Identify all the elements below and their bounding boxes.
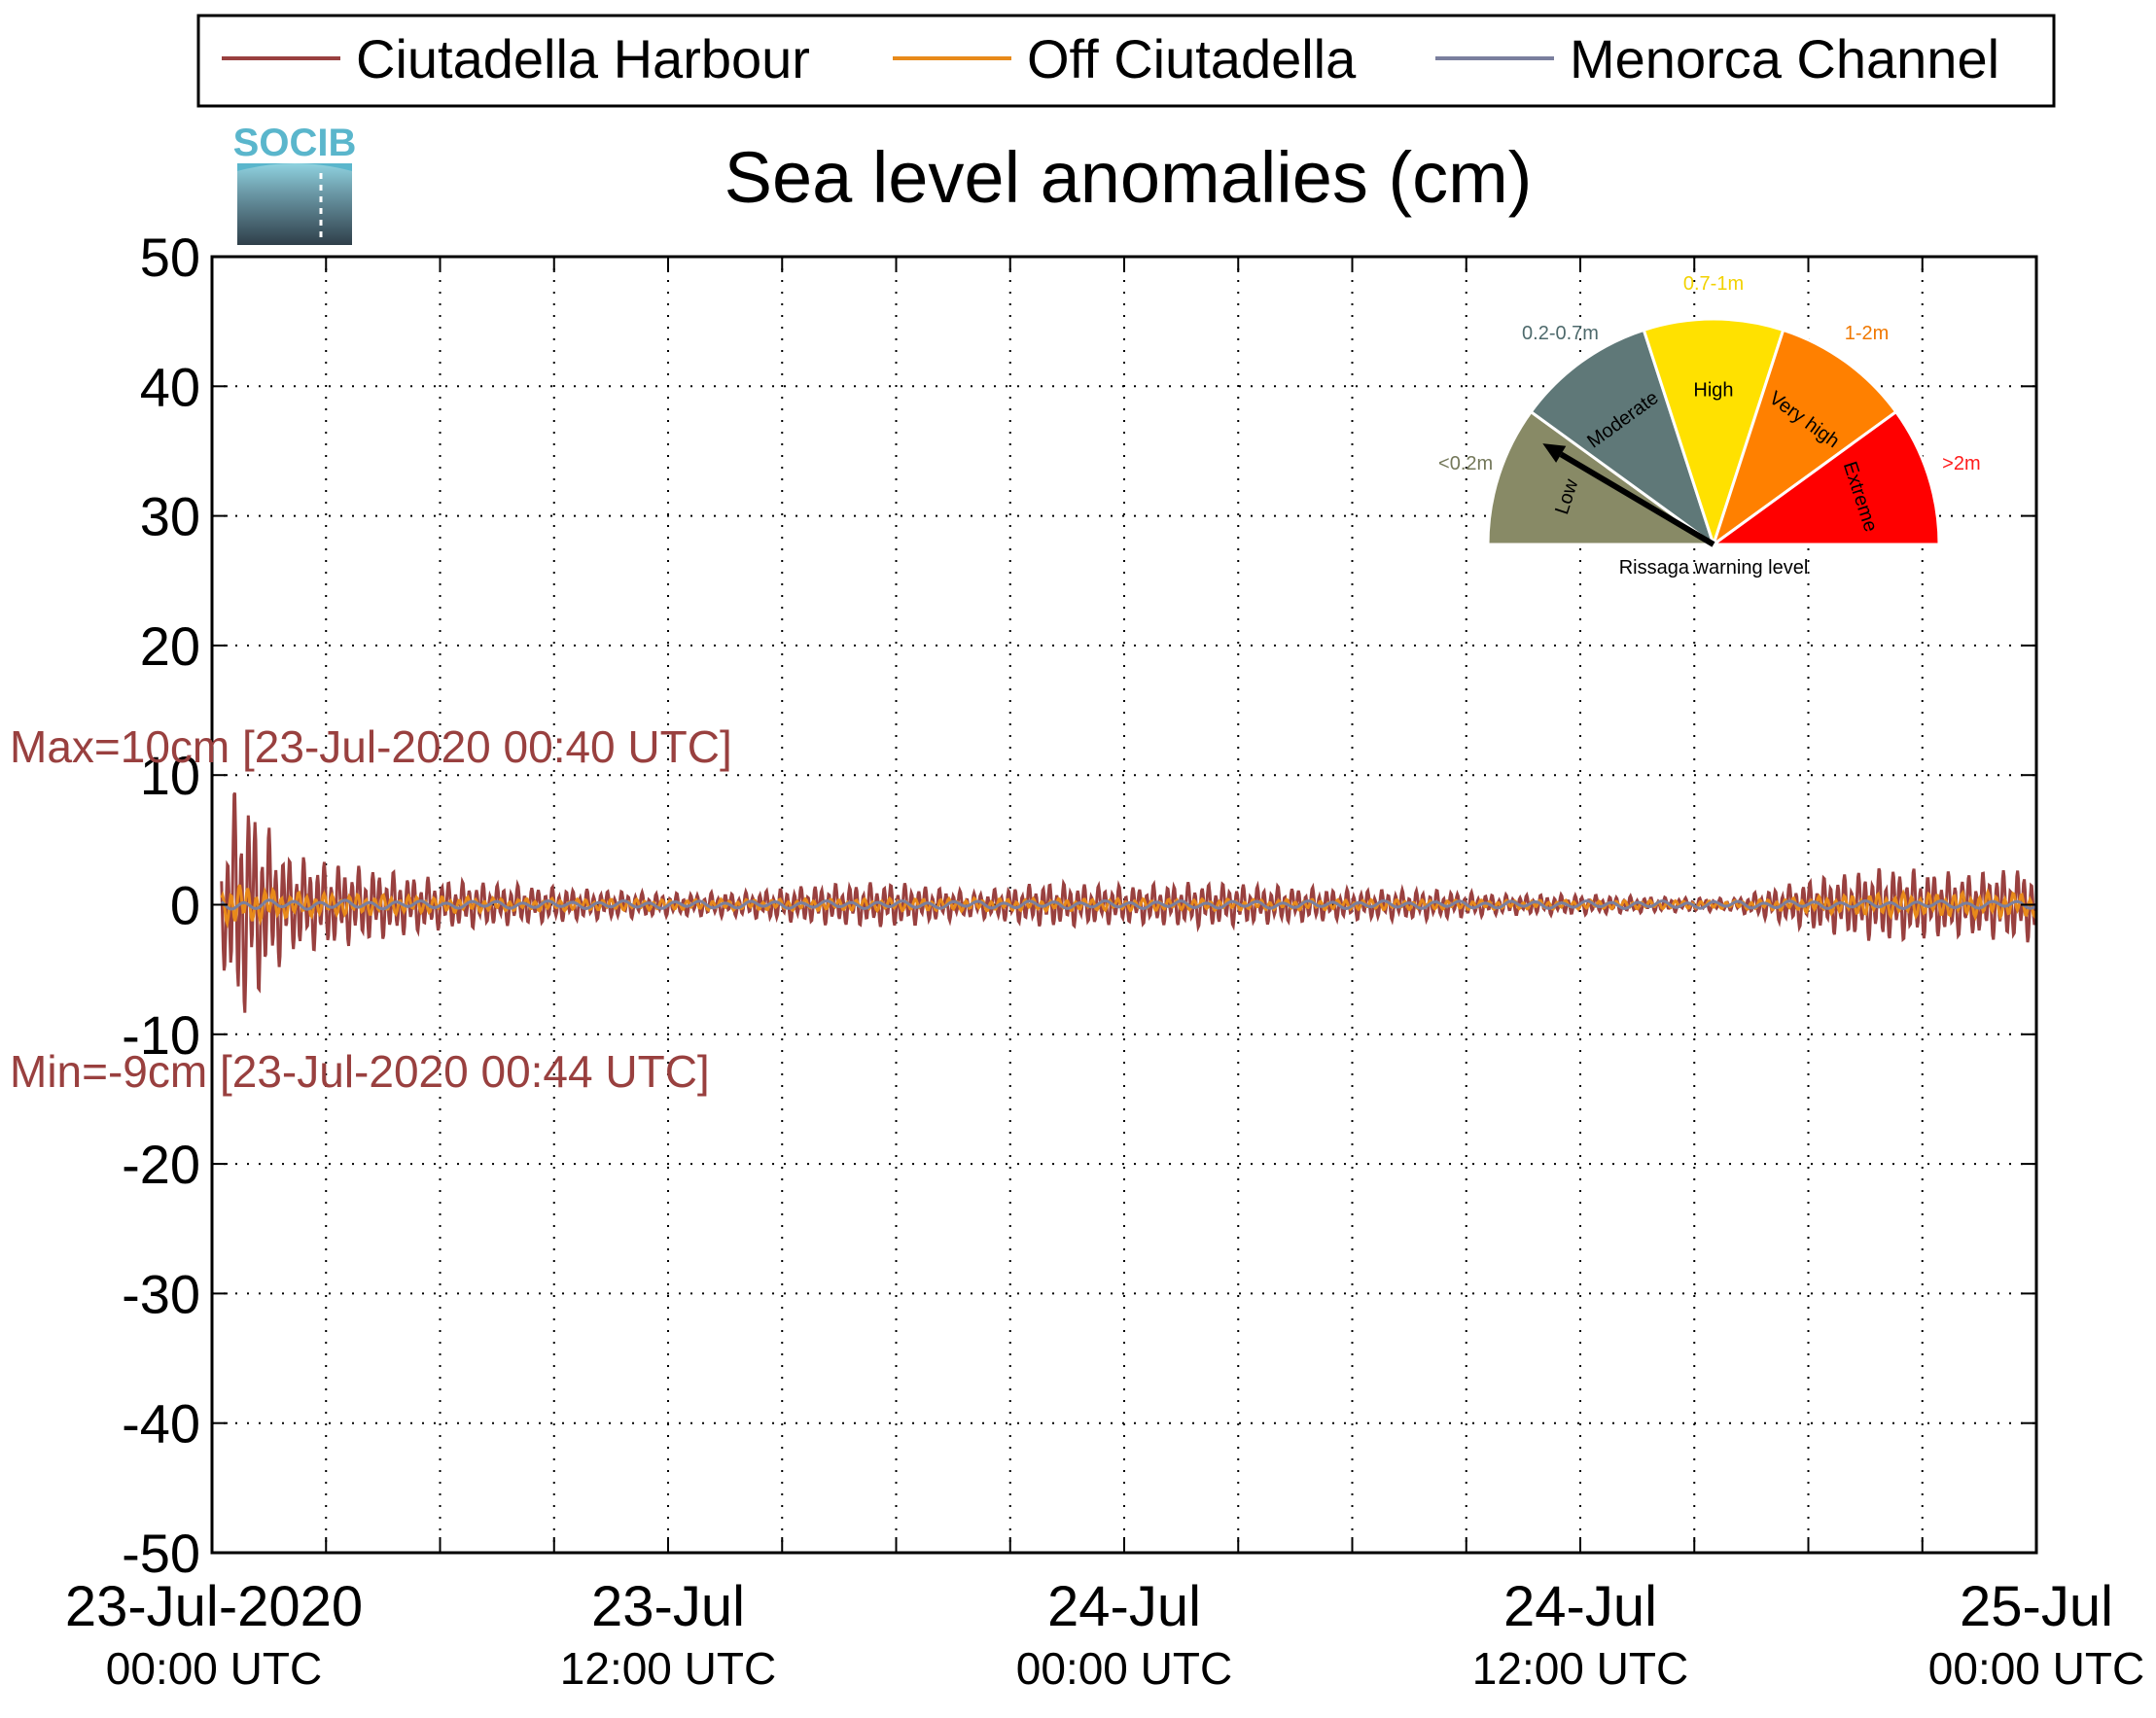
x-tick-label-date: 25-Jul <box>1960 1575 2113 1638</box>
y-tick-label: 20 <box>140 615 200 677</box>
x-tick-label-time: 12:00 UTC <box>560 1643 776 1694</box>
x-tick-label-time: 12:00 UTC <box>1472 1643 1688 1694</box>
y-tick-label: 10 <box>140 745 200 806</box>
x-tick-label-date: 24-Jul <box>1047 1575 1201 1638</box>
gauge-label-high: High <box>1693 379 1733 401</box>
grid <box>212 257 2036 1553</box>
gauge-range-very-high: 1-2m <box>1845 323 1890 344</box>
logo-graphic <box>237 163 352 245</box>
gauge-needle-head <box>1542 443 1567 463</box>
y-tick-label: 50 <box>140 227 200 288</box>
x-tick-label-date: 24-Jul <box>1503 1575 1657 1638</box>
y-tick-label: 40 <box>140 356 200 417</box>
y-tick-label: -10 <box>122 1004 200 1066</box>
legend-label-menorca-channel: Menorca Channel <box>1570 28 1999 89</box>
y-tick-label: -40 <box>122 1393 200 1455</box>
max-annotation: Max=10cm [23-Jul-2020 00:40 UTC] <box>10 721 732 772</box>
gauge-range-extreme: >2m <box>1942 453 1980 474</box>
gauge-segment-high <box>1642 317 1785 549</box>
series-layer <box>220 791 2038 1013</box>
gauge-caption: Rissaga warning level <box>1619 557 1809 579</box>
ticks: 50403020100-10-20-30-40-5023-Jul-202000:… <box>65 227 2144 1694</box>
x-tick-label-time: 00:00 UTC <box>1016 1643 1232 1694</box>
gauge-segment-moderate <box>1529 328 1716 548</box>
y-tick-label: 0 <box>170 875 200 936</box>
y-tick-label: -20 <box>122 1134 200 1195</box>
x-tick-label-time: 00:00 UTC <box>106 1643 322 1694</box>
plot-area: 50403020100-10-20-30-40-5023-Jul-202000:… <box>65 227 2144 1694</box>
logo-text: SOCIB <box>233 122 357 164</box>
chart-title: Sea level anomalies (cm) <box>725 137 1533 218</box>
legend-box <box>196 14 2056 108</box>
legend-label-ciutadella-harbour: Ciutadella Harbour <box>356 28 810 89</box>
gauge-segment-very-high <box>1711 328 1898 548</box>
socib-logo: SOCIB <box>233 122 357 245</box>
gauge-range-moderate: 0.2-0.7m <box>1522 323 1599 344</box>
legend-label-off-ciutadella: Off Ciutadella <box>1027 28 1357 89</box>
gauge-range-high: 0.7-1m <box>1683 273 1744 295</box>
y-tick-label: 30 <box>140 486 200 547</box>
gauge-segment-extreme <box>1709 409 1941 546</box>
min-annotation: Min=-9cm [23-Jul-2020 00:44 UTC] <box>10 1046 710 1097</box>
series-line-menorca-channel <box>220 898 2037 911</box>
x-tick-label-time: 00:00 UTC <box>1928 1643 2144 1694</box>
x-tick-label-date: 23-Jul <box>591 1575 745 1638</box>
y-tick-label: -30 <box>122 1263 200 1324</box>
legend: Ciutadella Harbour Off Ciutadella Menorc… <box>196 14 2056 108</box>
gauge-range-low: <0.2m <box>1438 453 1493 474</box>
gauge-needle <box>1559 451 1715 547</box>
y-tick-label: -50 <box>122 1523 200 1584</box>
x-tick-label-date: 23-Jul-2020 <box>65 1575 363 1638</box>
